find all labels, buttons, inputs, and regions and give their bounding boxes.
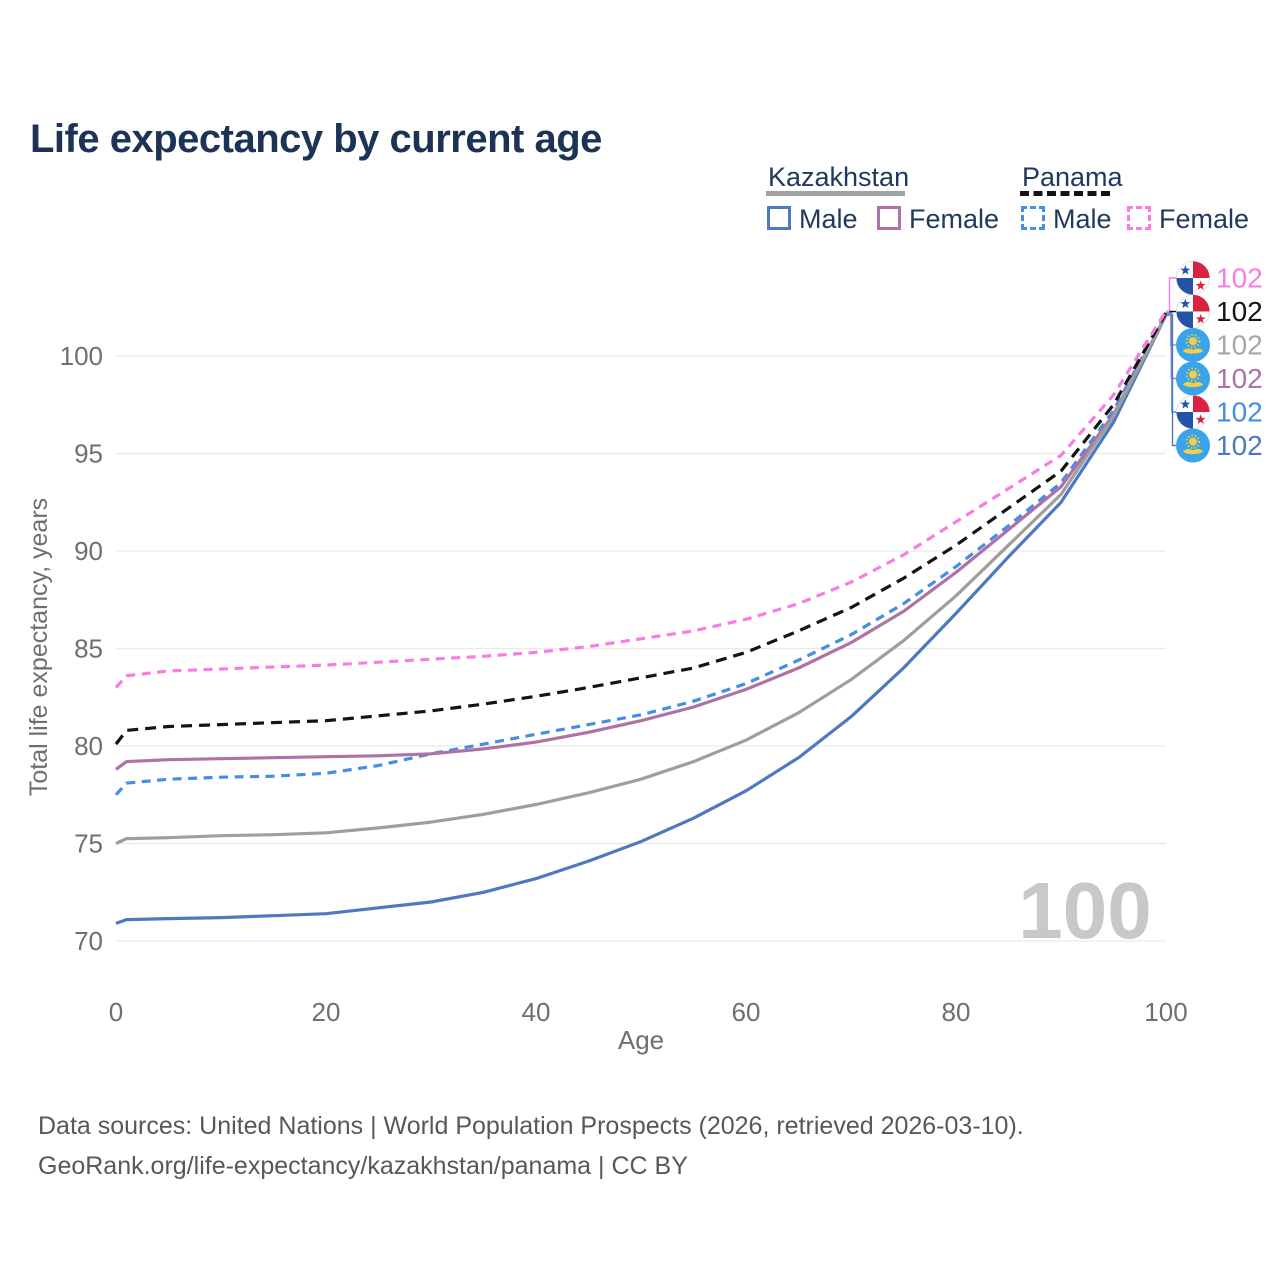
end-label-leader-kazakhstan-male bbox=[1166, 314, 1176, 447]
flag-icon-panama bbox=[1176, 261, 1210, 295]
end-label-leader-kazakhstan-female bbox=[1166, 314, 1176, 380]
end-value-label-panama-all: 102 bbox=[1216, 296, 1263, 327]
series-line-panama-male bbox=[114, 312, 1168, 796]
legend-label-kazakhstan-female[interactable]: Female bbox=[909, 204, 1000, 234]
legend-label-panama-female[interactable]: Female bbox=[1159, 204, 1250, 234]
plot-layer: 70 75 80 85 90 95 100 0 20 40 60 80 100 Age Total life… bbox=[25, 261, 1263, 1055]
footer-note: Data sources: United Nations | World Pop… bbox=[38, 1106, 1024, 1186]
flag-icon-kazakhstan bbox=[1176, 328, 1210, 362]
legend-panama-dashed-line-sample bbox=[1020, 191, 1114, 196]
footer-citation-url: GeoRank.org/life-expectancy/kazakhstan/p… bbox=[38, 1152, 688, 1180]
legend-group-panama-title: Panama bbox=[1022, 162, 1123, 192]
y-axis-tick-90: 90 bbox=[74, 536, 103, 566]
flag-icon-panama bbox=[1176, 294, 1210, 329]
series-line-panama-all bbox=[114, 312, 1168, 746]
end-value-label-kazakhstan-female: 102 bbox=[1216, 363, 1263, 394]
series-line-kazakhstan-female bbox=[115, 314, 1168, 771]
y-axis-tick-100: 100 bbox=[60, 341, 103, 371]
legend-swatch-kazakhstan-male[interactable] bbox=[767, 206, 791, 230]
end-value-label-panama-male: 102 bbox=[1216, 397, 1263, 428]
series-line-panama-female bbox=[114, 310, 1168, 689]
x-axis-tick-60: 60 bbox=[732, 997, 761, 1027]
x-axis-title: Age bbox=[618, 1025, 664, 1055]
legend-kazakhstan-solid-line-sample bbox=[766, 191, 905, 196]
x-axis-tick-20: 20 bbox=[312, 997, 341, 1027]
y-axis-tick-70: 70 bbox=[74, 926, 103, 956]
legend-group-kazakhstan-title: Kazakhstan bbox=[768, 162, 910, 192]
legend-swatch-panama-female[interactable] bbox=[1127, 206, 1151, 230]
x-axis-tick-80: 80 bbox=[942, 997, 971, 1027]
y-axis-tick-80: 80 bbox=[74, 731, 103, 761]
end-value-label-panama-female: 102 bbox=[1216, 263, 1263, 294]
x-axis-tick-40: 40 bbox=[522, 997, 551, 1027]
legend-swatch-panama-male[interactable] bbox=[1021, 206, 1045, 230]
flag-icon-kazakhstan bbox=[1176, 361, 1210, 396]
y-axis-title: Total life expectancy, years bbox=[25, 498, 53, 796]
end-value-label-kazakhstan-all: 102 bbox=[1216, 330, 1263, 361]
legend-label-kazakhstan-male[interactable]: Male bbox=[799, 204, 858, 234]
hovered-age-watermark: 100 bbox=[1018, 866, 1151, 955]
flag-icon-kazakhstan bbox=[1176, 428, 1210, 463]
x-axis-tick-0: 0 bbox=[109, 997, 123, 1027]
legend-swatch-kazakhstan-female[interactable] bbox=[877, 206, 901, 230]
series-line-kazakhstan-all bbox=[115, 314, 1168, 845]
page-title: Life expectancy by current age bbox=[30, 116, 602, 161]
flag-icon-panama bbox=[1176, 395, 1210, 429]
end-value-label-kazakhstan-male: 102 bbox=[1216, 430, 1263, 461]
legend-label-panama-male[interactable]: Male bbox=[1053, 204, 1112, 234]
end-label-leader-panama-female bbox=[1166, 277, 1176, 312]
y-axis-tick-95: 95 bbox=[74, 439, 103, 469]
x-axis-tick-100: 100 bbox=[1144, 997, 1187, 1027]
footer-data-sources: Data sources: United Nations | World Pop… bbox=[38, 1112, 1024, 1140]
y-axis-tick-85: 85 bbox=[74, 634, 103, 664]
series-line-kazakhstan-male bbox=[115, 314, 1168, 925]
y-axis-tick-75: 75 bbox=[74, 829, 103, 859]
